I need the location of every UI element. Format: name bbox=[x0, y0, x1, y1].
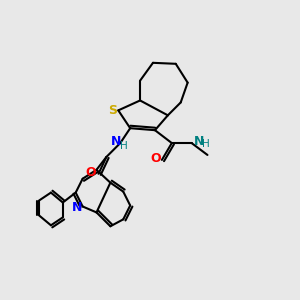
Text: H: H bbox=[120, 141, 128, 151]
Text: O: O bbox=[85, 166, 96, 179]
Text: N: N bbox=[194, 135, 205, 148]
Text: N: N bbox=[111, 135, 122, 148]
Text: O: O bbox=[151, 152, 161, 165]
Text: N: N bbox=[71, 201, 82, 214]
Text: S: S bbox=[108, 104, 117, 117]
Text: H: H bbox=[202, 139, 209, 149]
